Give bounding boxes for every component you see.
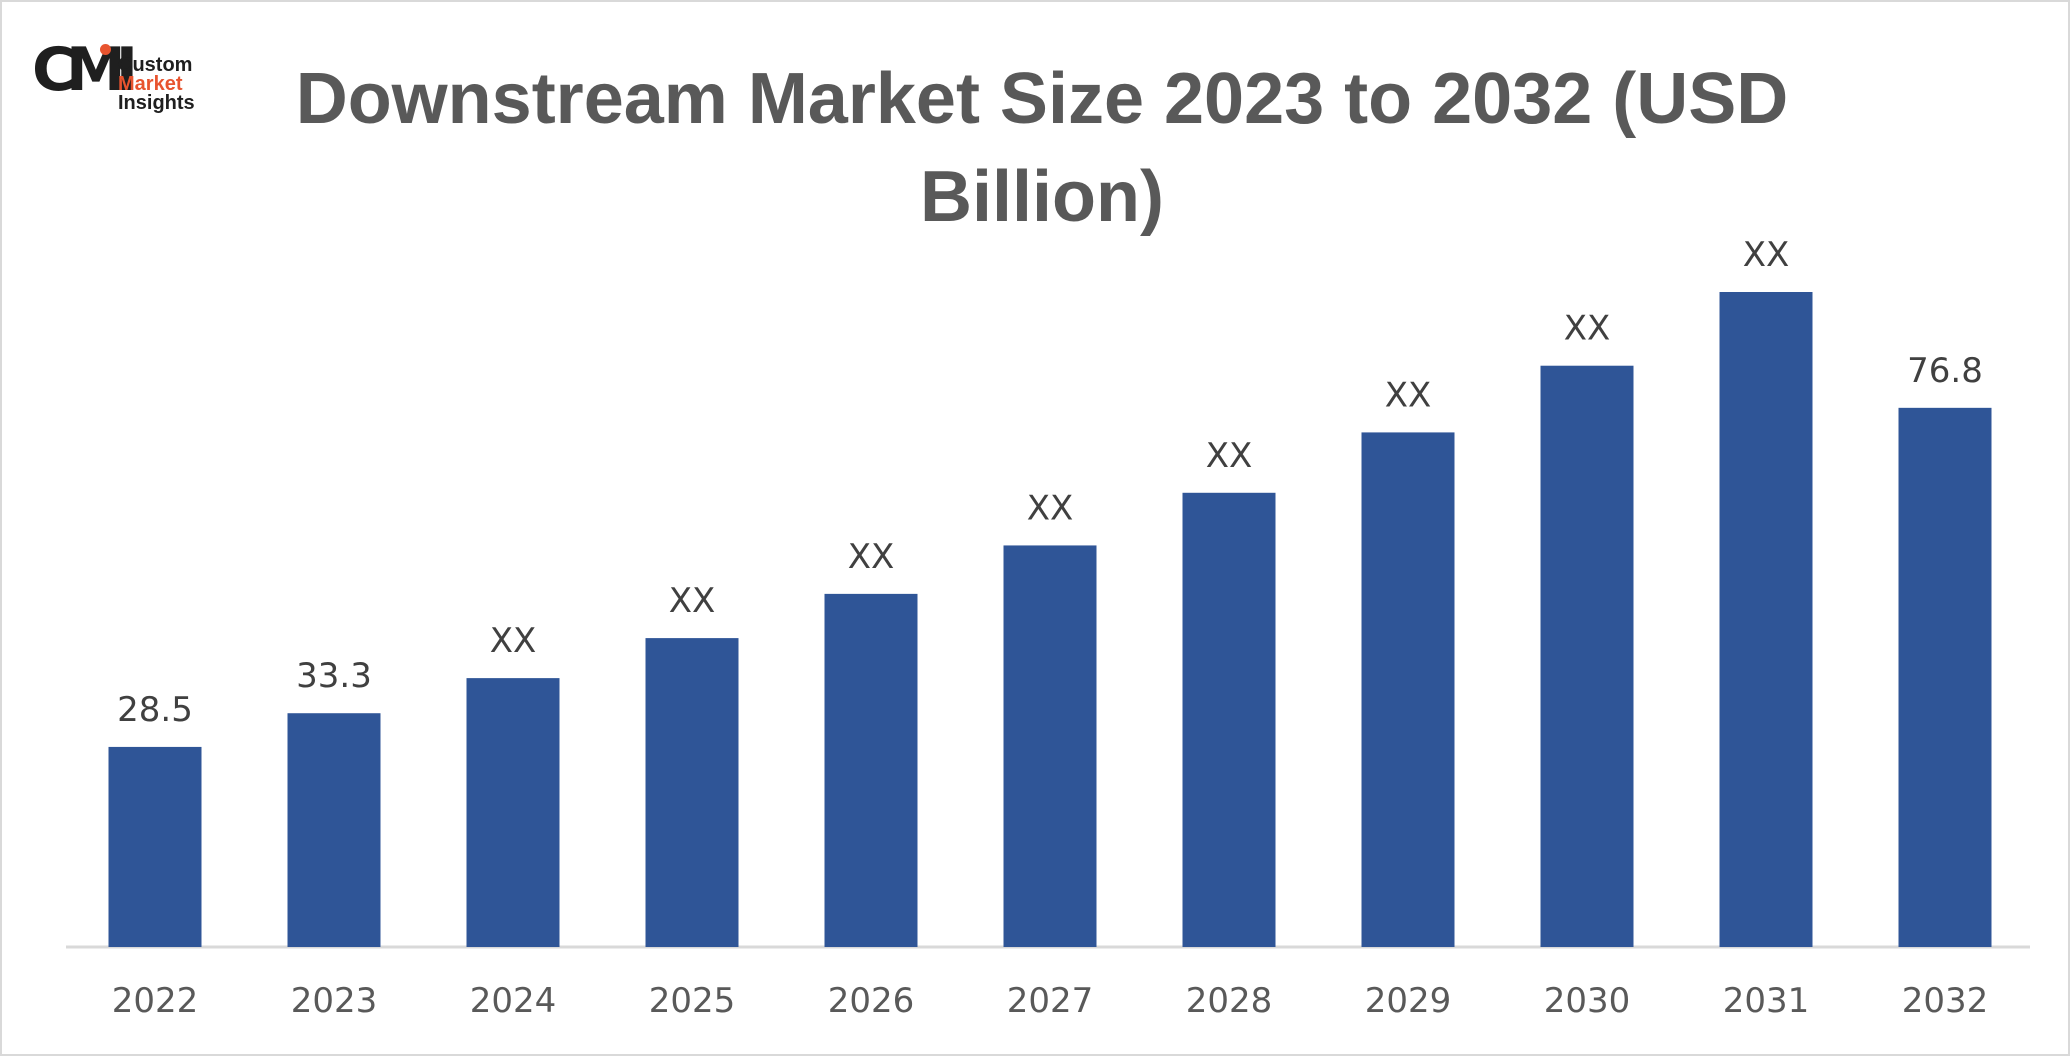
data-label-2028: XX <box>1206 436 1253 476</box>
data-label-2024: XX <box>490 621 537 661</box>
bar-2022 <box>108 746 202 947</box>
bars-group <box>108 292 1992 947</box>
data-label-2030: XX <box>1564 309 1611 349</box>
data-labels-group: 28.5 33.3 XX XX XX XX XX XX XX XX 76.8 <box>117 235 1983 730</box>
logo-dot-icon <box>100 44 111 55</box>
x-tick-2022: 2022 <box>112 981 199 1021</box>
data-label-2022: 28.5 <box>117 690 193 730</box>
x-tick-labels-group: 2022 2023 2024 2025 2026 2027 2028 2029 2030 2031… <box>112 981 1989 1021</box>
bar-2023 <box>287 713 381 947</box>
bar-2030 <box>1540 365 1634 947</box>
data-label-2023: 33.3 <box>296 656 372 696</box>
bar-2029 <box>1361 432 1455 947</box>
bar-2027 <box>1003 545 1097 947</box>
logo-line-1: Custom <box>118 54 193 76</box>
x-tick-2023: 2023 <box>291 981 378 1021</box>
x-tick-2032: 2032 <box>1902 981 1989 1021</box>
data-label-2031: XX <box>1743 235 1790 275</box>
x-tick-2025: 2025 <box>649 981 736 1021</box>
bar-2024 <box>466 678 560 947</box>
bar-2025 <box>645 638 739 947</box>
logo-line-3: Insights <box>118 92 195 114</box>
x-tick-2031: 2031 <box>1723 981 1810 1021</box>
data-label-2026: XX <box>848 537 895 577</box>
bar-2026 <box>824 593 918 947</box>
data-label-2027: XX <box>1027 488 1074 528</box>
company-logo: CMI Custom Market Insights <box>32 40 222 124</box>
data-label-2025: XX <box>669 581 716 621</box>
x-tick-2028: 2028 <box>1186 981 1273 1021</box>
x-tick-2030: 2030 <box>1544 981 1631 1021</box>
chart-title: Downstream Market Size 2023 to 2032 (USD… <box>295 59 1789 237</box>
data-label-2032: 76.8 <box>1907 351 1983 391</box>
logo-wordmark: Custom Market Insights <box>118 54 195 114</box>
bar-2028 <box>1182 492 1276 947</box>
logo-line-2: Market <box>118 73 183 95</box>
x-tick-2024: 2024 <box>470 981 557 1021</box>
bar-2032 <box>1898 407 1992 947</box>
x-tick-2029: 2029 <box>1365 981 1452 1021</box>
x-tick-2027: 2027 <box>1007 981 1094 1021</box>
x-tick-2026: 2026 <box>828 981 915 1021</box>
bar-2031 <box>1719 292 1813 947</box>
data-label-2029: XX <box>1385 375 1432 415</box>
logo-mark: CMI <box>32 35 138 105</box>
